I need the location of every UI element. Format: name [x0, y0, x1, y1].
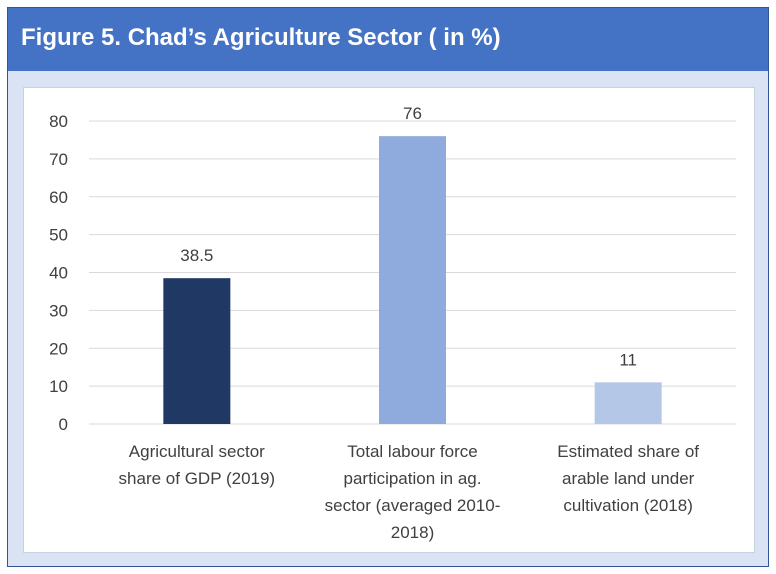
- bar-chart: 0 10 20 30 40 50 60 70 80 38.5 76 11: [49, 104, 736, 434]
- y-tick-label: 70: [49, 150, 68, 169]
- y-tick-label: 30: [49, 301, 68, 320]
- figure-header: Figure 5. Chad’s Agriculture Sector ( in…: [8, 8, 768, 71]
- x-category-label: Estimated share of arable land under culti…: [523, 438, 733, 519]
- y-tick-label: 20: [49, 339, 68, 358]
- y-tick-label: 40: [49, 264, 68, 283]
- x-category-label: Agricultural sector share of GDP (2019): [92, 438, 302, 492]
- figure-frame: Figure 5. Chad’s Agriculture Sector ( in…: [7, 7, 769, 567]
- x-category-label-line: Agricultural sector: [128, 442, 265, 461]
- y-tick-label: 80: [49, 112, 68, 131]
- x-category-label: Total labour force participation in ag. se…: [308, 438, 518, 546]
- bar: [594, 382, 662, 424]
- x-category-label-line: participation in ag.: [343, 469, 482, 488]
- data-label: 38.5: [180, 246, 213, 265]
- figure-title: Figure 5. Chad’s Agriculture Sector ( in…: [21, 24, 501, 51]
- x-category-label-line: 2018): [390, 523, 435, 542]
- bar: [163, 278, 231, 424]
- x-category-label-line: cultivation (2018): [563, 496, 693, 515]
- bar: [379, 136, 446, 424]
- x-category-label-line: arable land under: [561, 469, 695, 488]
- x-category-label-line: Estimated share of: [557, 442, 700, 461]
- data-label: 11: [619, 350, 637, 369]
- x-category-label-line: share of GDP (2019): [118, 469, 276, 488]
- y-tick-label: 0: [59, 415, 68, 434]
- y-tick-label: 50: [49, 226, 68, 245]
- chart-panel: 0 10 20 30 40 50 60 70 80 38.5 76 11 Agricultural s…: [23, 87, 755, 553]
- data-label: 76: [403, 104, 422, 123]
- x-category-label-line: sector (averaged 2010-: [324, 496, 501, 515]
- x-category-label-line: Total labour force: [347, 442, 478, 461]
- y-tick-label: 10: [49, 377, 68, 396]
- y-tick-label: 60: [49, 188, 68, 207]
